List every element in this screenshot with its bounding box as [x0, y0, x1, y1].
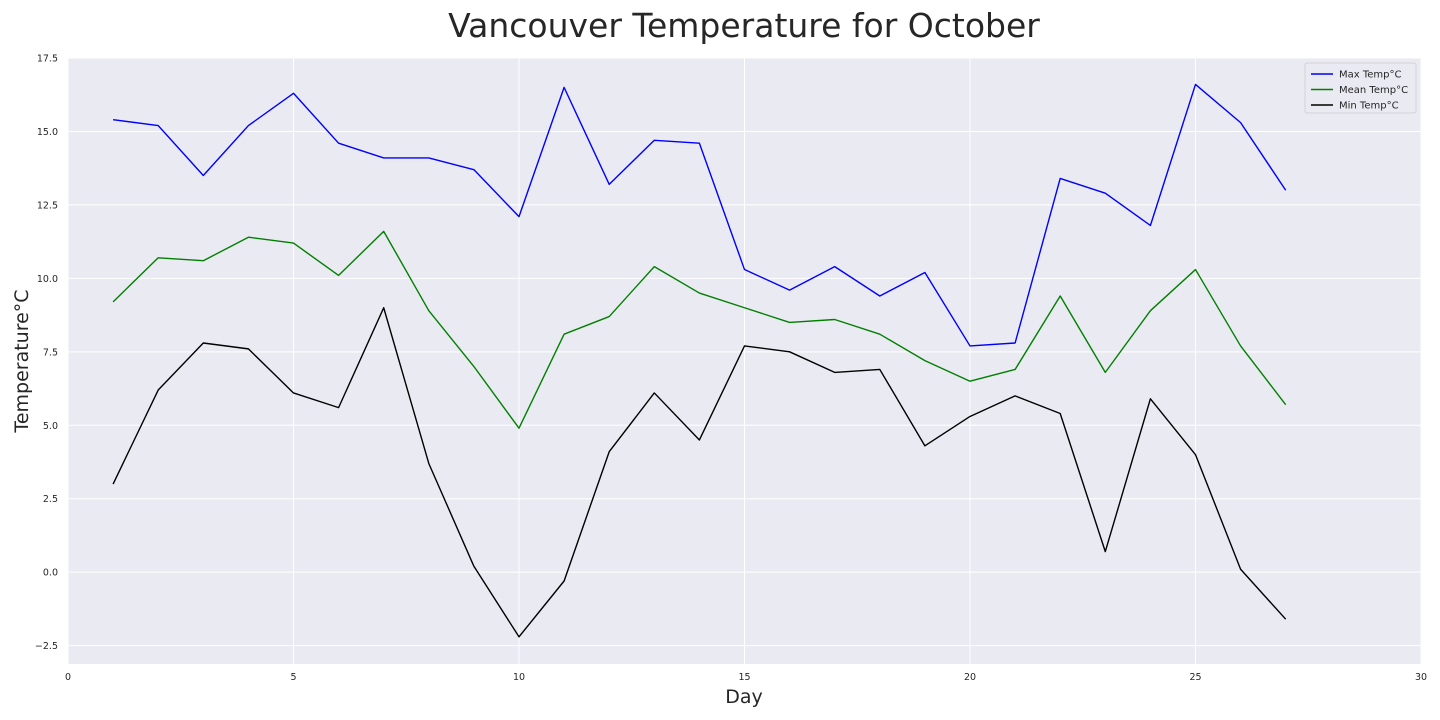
chart-title: Vancouver Temperature for October — [448, 6, 1040, 45]
x-tick-label: 10 — [513, 672, 525, 683]
legend-label: Mean Temp°C — [1339, 85, 1408, 96]
y-tick-label: 0.0 — [43, 568, 58, 579]
y-axis-ticks: −2.5 0.0 2.5 5.0 7.5 10.0 12.5 15.0 17.5 — [35, 54, 58, 653]
x-axis-label: Day — [725, 686, 763, 708]
y-tick-label: 7.5 — [43, 347, 58, 358]
x-axis-ticks: 0 5 10 15 20 25 30 — [65, 672, 1427, 683]
series-line-max — [113, 83, 1287, 347]
series-line-min — [112, 307, 1287, 638]
legend-label: Max Temp°C — [1339, 70, 1402, 81]
y-tick-label: 17.5 — [37, 54, 58, 65]
y-tick-label: 2.5 — [43, 494, 58, 505]
y-tick-label: −2.5 — [35, 641, 58, 652]
y-tick-label: 5.0 — [43, 421, 58, 432]
x-tick-label: 15 — [738, 672, 750, 683]
x-tick-label: 5 — [290, 672, 296, 683]
grid-lines — [67, 57, 1422, 664]
legend-label: Min Temp°C — [1339, 101, 1399, 112]
y-tick-label: 10.0 — [37, 274, 58, 285]
y-tick-label: 15.0 — [37, 127, 58, 138]
x-tick-label: 25 — [1189, 672, 1201, 683]
y-axis-label: Temperature°C — [11, 289, 33, 433]
series-lines — [112, 83, 1287, 638]
x-tick-label: 0 — [65, 672, 71, 683]
legend-box — [1304, 62, 1417, 114]
x-tick-label: 30 — [1415, 672, 1427, 683]
legend: Max Temp°C Mean Temp°C Min Temp°C — [1304, 62, 1417, 114]
series-line-mean — [112, 230, 1287, 429]
y-tick-label: 12.5 — [37, 200, 58, 211]
x-tick-label: 20 — [964, 672, 976, 683]
